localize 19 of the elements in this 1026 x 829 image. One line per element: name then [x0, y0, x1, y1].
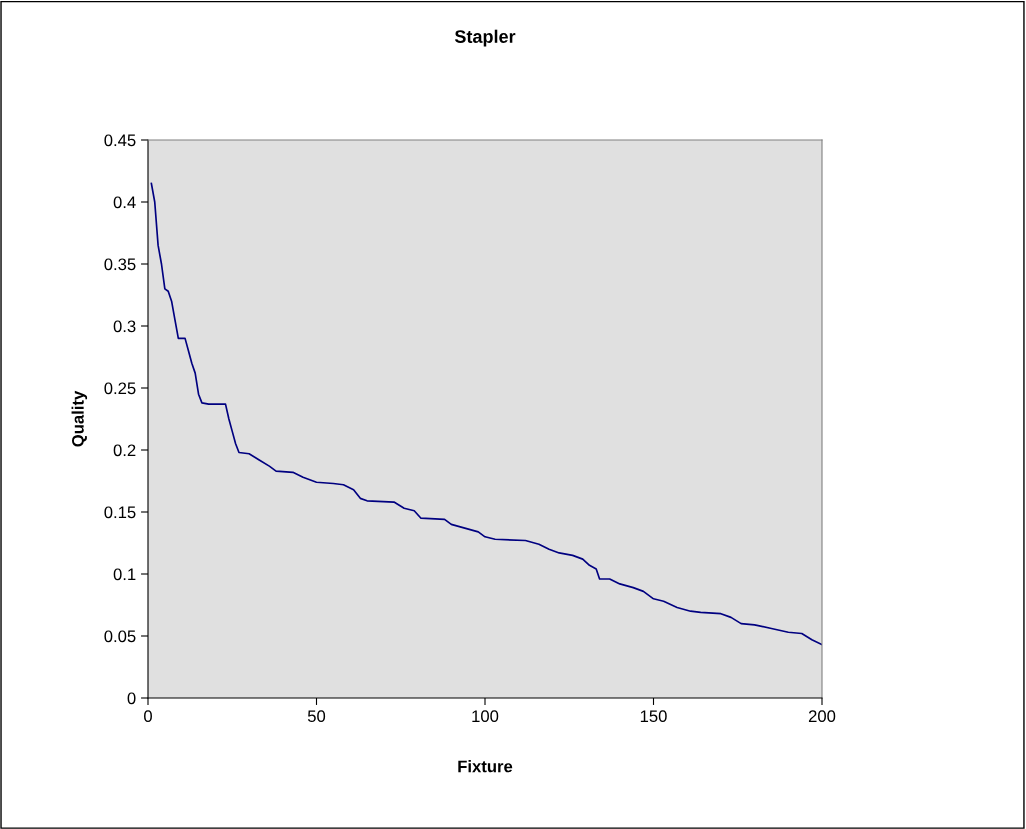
y-tick-label: 0.05	[104, 630, 136, 643]
x-tick-label: 100	[472, 710, 499, 723]
y-tick-label: 0.35	[104, 258, 136, 271]
x-tick-label: 50	[307, 710, 326, 723]
chart-title: Stapler	[454, 29, 516, 47]
y-tick-label: 0.3	[113, 320, 136, 333]
y-tick-label: 0.45	[104, 134, 136, 147]
x-tick-label: 0	[144, 710, 152, 723]
y-tick-label: 0.25	[104, 382, 136, 395]
y-axis-title: Quality	[71, 390, 88, 447]
line-series	[150, 182, 822, 646]
x-axis-title: Fixture	[458, 760, 513, 773]
y-tick-label: 0.1	[113, 568, 136, 581]
y-tick-label: 0	[127, 692, 136, 705]
x-tick-label: 150	[640, 710, 667, 723]
x-tick-label: 200	[808, 710, 836, 723]
y-tick-label: 0.2	[113, 444, 136, 457]
y-tick-label: 0.15	[104, 506, 136, 519]
y-tick-label: 0.4	[113, 196, 136, 209]
